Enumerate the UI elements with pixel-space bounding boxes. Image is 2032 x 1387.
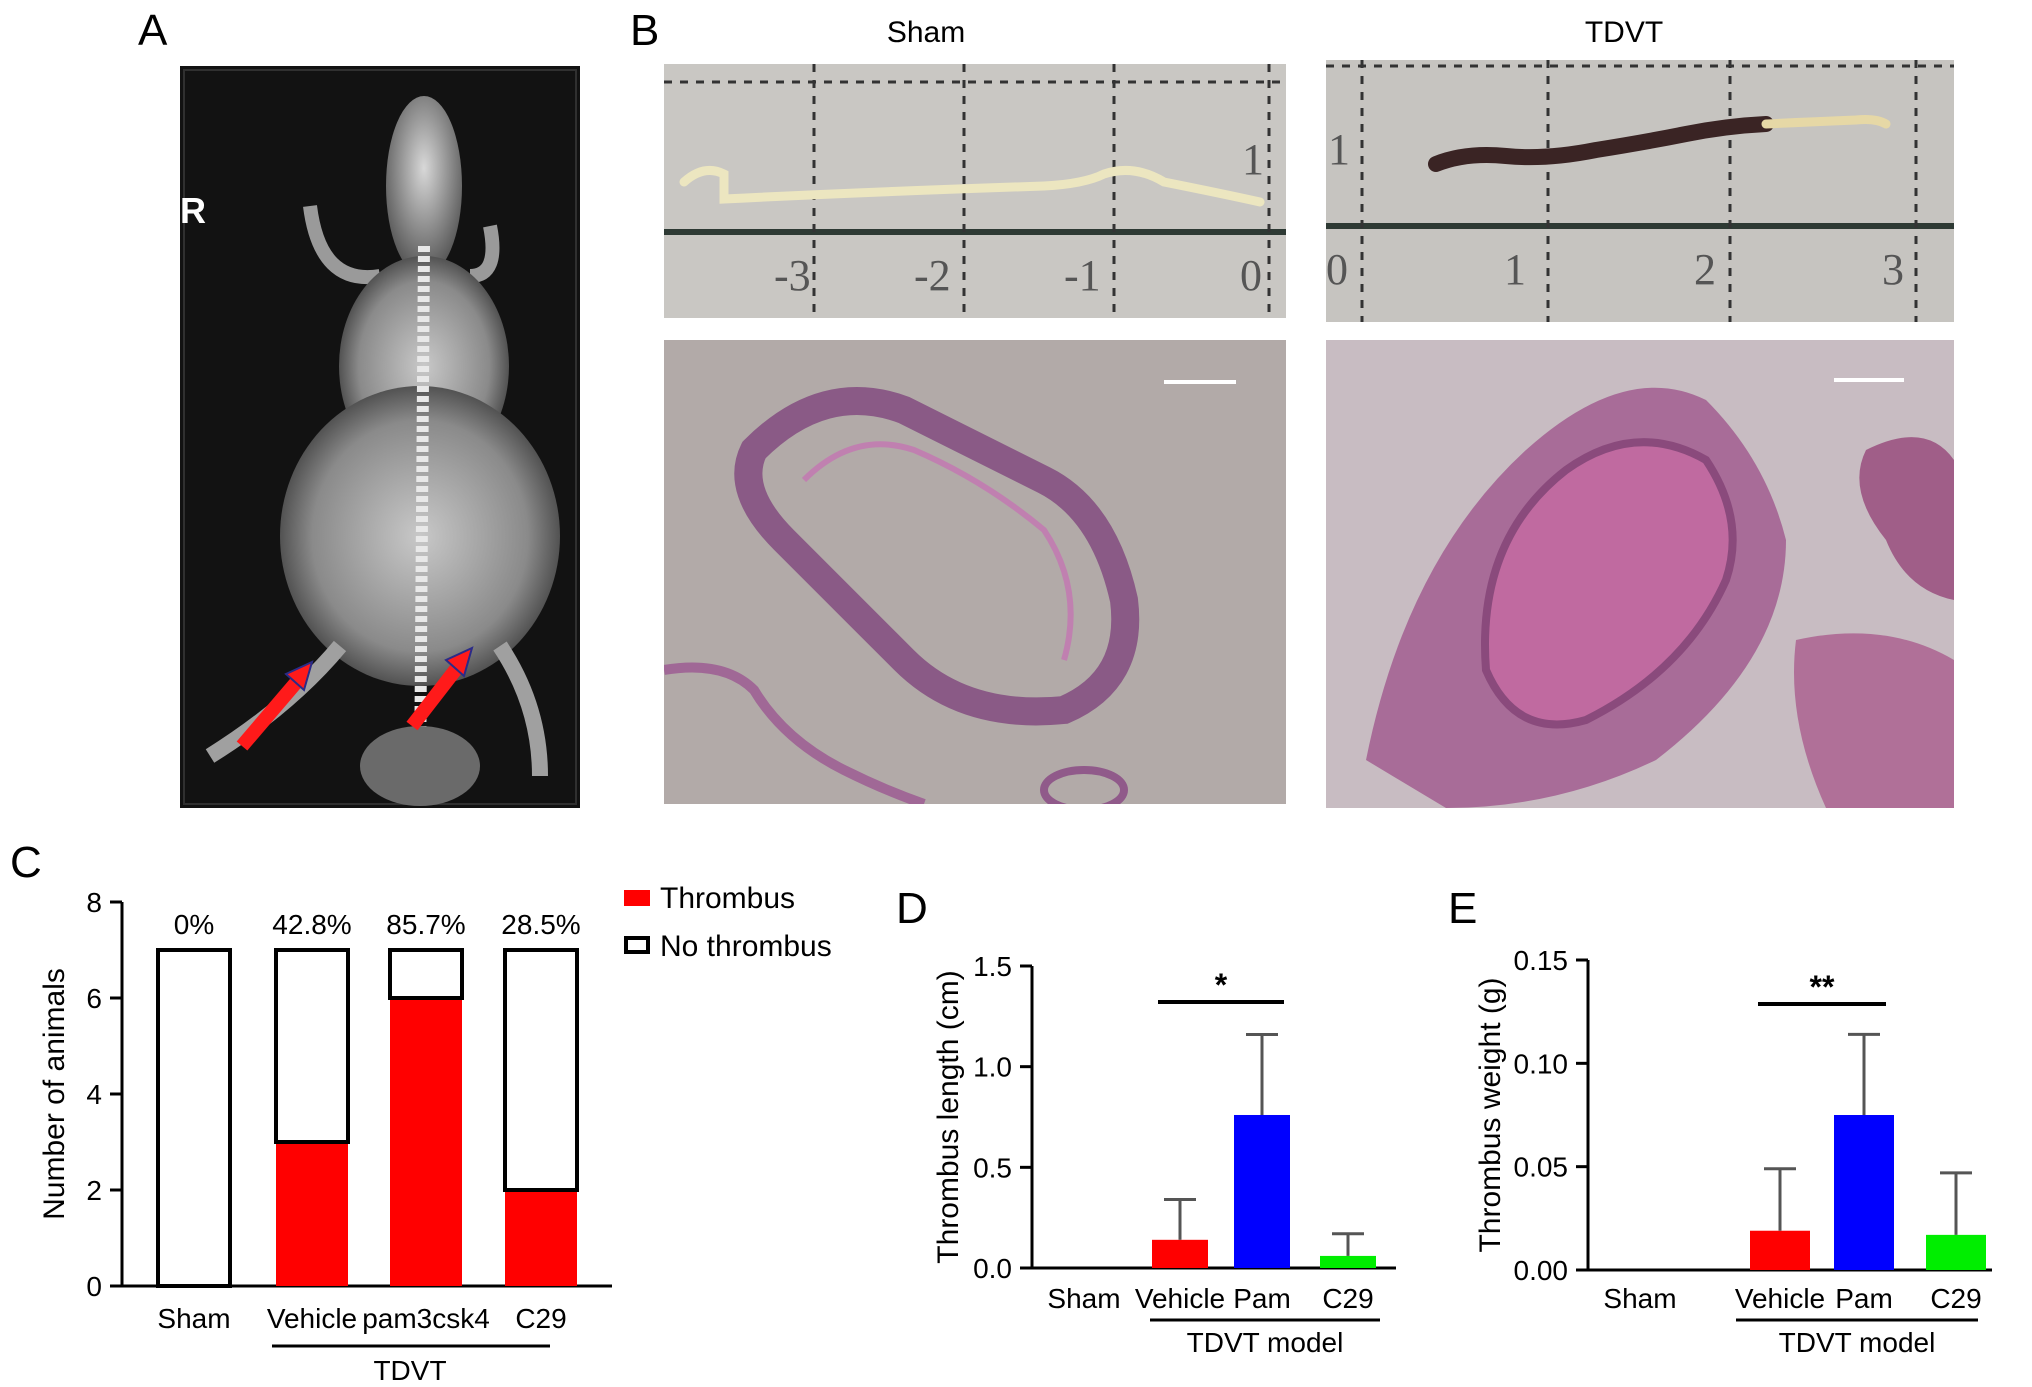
chart-e-category-label: Vehicle xyxy=(1735,1283,1825,1314)
sham-histology-image xyxy=(664,340,1286,804)
chart-e-group-label: TDVT model xyxy=(1779,1327,1936,1358)
chart-d-category-label: Vehicle xyxy=(1135,1283,1225,1314)
chart-c-ytick-label: 2 xyxy=(86,1175,102,1206)
panel-label-e: E xyxy=(1448,884,1478,933)
chart-c-bar-thrombus xyxy=(505,1190,577,1286)
chart-e-category-label: Pam xyxy=(1835,1283,1893,1314)
chart-c-category-label: Vehicle xyxy=(267,1303,357,1334)
chart-d-significance-label: * xyxy=(1215,967,1228,1003)
chart-c-legend-no-thrombus: No thrombus xyxy=(660,930,832,963)
chart-c-percent-label: 42.8% xyxy=(272,909,351,940)
arrow-right-icon xyxy=(406,646,474,731)
chart-d-bar xyxy=(1320,1255,1376,1268)
sham-ruler-label-0: -3 xyxy=(774,251,811,300)
chart-c-bar-no-thrombus xyxy=(274,948,350,1144)
chart-e-ylabel: Thrombus weight (g) xyxy=(1474,977,1507,1252)
panel-label-b: B xyxy=(630,6,660,55)
chart-e-bar xyxy=(1926,1234,1986,1270)
chart-d-bar xyxy=(1234,1114,1290,1268)
tdvt-ruler-label-4: 1 xyxy=(1328,125,1350,174)
sham-header: Sham xyxy=(886,16,966,49)
chart-e-ytick-label: 0.00 xyxy=(1514,1255,1569,1286)
tdvt-ruler-label-2: 2 xyxy=(1694,245,1716,294)
chart-c-percent-label: 0% xyxy=(174,909,214,940)
chart-e-category-label: Sham xyxy=(1603,1283,1676,1314)
chart-c-legend-swatch-no-thrombus xyxy=(624,936,650,954)
chart-d-category-label: Pam xyxy=(1233,1283,1291,1314)
sham-ruler-label-2: -1 xyxy=(1064,251,1101,300)
chart-c-percent-label: 85.7% xyxy=(386,909,465,940)
tdvt-ruler-label-1: 1 xyxy=(1504,245,1526,294)
panel-label-d: D xyxy=(896,884,928,933)
tdvt-histology-image xyxy=(1326,340,1954,808)
chart-d-category-label: Sham xyxy=(1047,1283,1120,1314)
chart-e-ytick-label: 0.05 xyxy=(1514,1152,1569,1183)
chart-d-ytick-label: 0.5 xyxy=(973,1152,1012,1183)
tdvt-ruler-label-0: 0 xyxy=(1326,245,1348,294)
chart-e-ytick-label: 0.10 xyxy=(1514,1048,1569,1079)
chart-c-bar-thrombus xyxy=(390,998,462,1286)
chart-c-group-label: TDVT xyxy=(373,1355,446,1386)
sham-ruler-label-3: 0 xyxy=(1240,251,1262,300)
chart-c-bar-thrombus xyxy=(276,1142,348,1286)
tdvt-ruler-label-3: 3 xyxy=(1882,245,1904,294)
chart-d-ytick-label: 1.5 xyxy=(973,951,1012,982)
chart-e-significance-label: ** xyxy=(1810,969,1835,1005)
chart-c-legend-swatch-thrombus xyxy=(624,890,650,906)
arrow-left-icon xyxy=(236,660,314,751)
chart-c-bar-no-thrombus xyxy=(503,948,579,1192)
chart-e-bar xyxy=(1750,1230,1810,1270)
chart-c-bar-no-thrombus xyxy=(156,948,232,1288)
chart-c-ytick-label: 8 xyxy=(86,887,102,918)
xray-illustration xyxy=(180,66,580,808)
xray-side-marker: R xyxy=(180,190,206,231)
chart-d-ytick-label: 0.0 xyxy=(973,1253,1012,1284)
chart-c-ytick-label: 4 xyxy=(86,1079,102,1110)
panel-label-c: C xyxy=(10,838,42,887)
chart-c-ytick-label: 6 xyxy=(86,983,102,1014)
chart-d-bar xyxy=(1152,1239,1208,1268)
tdvt-header: TDVT xyxy=(1584,16,1664,49)
chart-d-group-label: TDVT model xyxy=(1187,1327,1344,1358)
chart-c-category-label: C29 xyxy=(515,1303,566,1334)
chart-c-category-label: pam3csk4 xyxy=(362,1303,490,1334)
chart-c-percent-label: 28.5% xyxy=(501,909,580,940)
chart-e-bar xyxy=(1834,1115,1894,1270)
chart-d-category-label: C29 xyxy=(1322,1283,1373,1314)
sham-vein-photo: -3 -2 -1 0 1 xyxy=(664,64,1286,318)
tdvt-vein-photo: 0 1 2 3 1 xyxy=(1326,60,1954,322)
chart-d-ylabel: Thrombus length (cm) xyxy=(932,970,965,1263)
chart-d-ytick-label: 1.0 xyxy=(973,1052,1012,1083)
chart-c-ylabel: Number of animals xyxy=(38,968,71,1220)
chart-c-bar-no-thrombus xyxy=(388,948,464,1000)
chart-c-category-label: Sham xyxy=(157,1303,230,1334)
chart-c-legend-thrombus: Thrombus xyxy=(660,882,795,915)
sham-ruler-label-1: -2 xyxy=(914,251,951,300)
chart-e-category-label: C29 xyxy=(1930,1283,1981,1314)
chart-e-ytick-label: 0.15 xyxy=(1514,945,1569,976)
xray-image: R xyxy=(180,66,580,808)
sham-ruler-label-4: 1 xyxy=(1242,135,1264,184)
chart-c-ytick-label: 0 xyxy=(86,1271,102,1302)
panel-label-a: A xyxy=(138,6,168,55)
